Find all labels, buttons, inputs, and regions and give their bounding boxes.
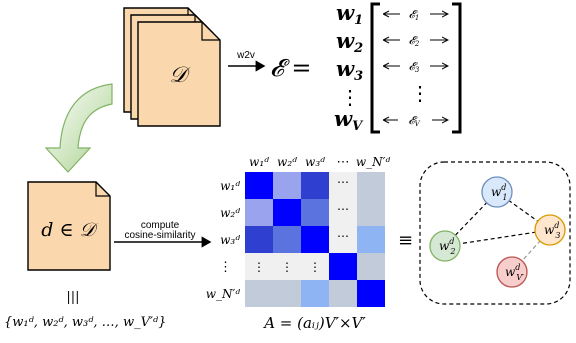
- word-labels: w1 w2 w3 ⋮ wV: [334, 0, 364, 134]
- matrix-cell: [301, 253, 329, 280]
- embedding-lhs: 𝓔 =: [270, 54, 312, 82]
- matrix-cell: [301, 172, 329, 199]
- column-labels: w₁ᵈ w₂ᵈ w₃ᵈ ⋯ w_N′ᵈ: [249, 155, 390, 170]
- matrix-cell: [273, 253, 301, 280]
- matrix-cell: [245, 226, 273, 253]
- row-labels: w₁ᵈ w₂ᵈ w₃ᵈ ⋮ w_N′ᵈ: [206, 179, 240, 301]
- matrix-cell: [301, 226, 329, 253]
- vector-row-3: 𝓔3: [384, 59, 448, 74]
- svg-text:wd3: wd 3: [544, 221, 561, 240]
- svg-text:𝓔1: 𝓔1: [409, 8, 420, 22]
- svg-text:⋮: ⋮: [309, 260, 321, 274]
- document-label: d ∈ 𝒟: [41, 219, 98, 241]
- svg-text:⋯: ⋯: [337, 229, 349, 243]
- word-vdots: ⋮: [340, 85, 360, 109]
- matrix-cell: [329, 172, 357, 199]
- vector-row-V: 𝓔V: [384, 112, 448, 128]
- row-label-2: w₂ᵈ: [220, 206, 240, 220]
- svg-text:wd1: wd 1: [491, 183, 508, 202]
- equivalence-sign: |||: [66, 290, 79, 305]
- word-wV: wV: [334, 106, 364, 134]
- row-label-dots: ⋮: [219, 260, 232, 275]
- matrix-cell: [329, 280, 357, 307]
- word-w2: w2: [336, 28, 363, 56]
- matrix-cell: [329, 253, 357, 280]
- vocab-set: {w₁ᵈ, w₂ᵈ, w₃ᵈ, …, w_V′ᵈ}: [4, 315, 166, 330]
- svg-text:𝓔V: 𝓔V: [408, 114, 420, 128]
- svg-text:wd2: wd 2: [439, 237, 456, 256]
- svg-text:⋯: ⋯: [337, 202, 349, 216]
- word-w3: w3: [336, 56, 363, 84]
- row-label-N: w_N′ᵈ: [206, 287, 240, 301]
- cosine-label: cosine-similarity: [124, 230, 195, 241]
- svg-text:𝓔2: 𝓔2: [409, 34, 420, 48]
- compute-label: compute: [141, 220, 180, 231]
- similarity-matrix: w₁ᵈ w₂ᵈ w₃ᵈ ⋯ w_N′ᵈ w₁ᵈ w₂ᵈ w₃ᵈ ⋮ w_N′ᵈ …: [206, 155, 391, 332]
- matrix-cell: [357, 280, 385, 307]
- w2v-label: w2v: [236, 50, 255, 61]
- corpus-stack: 𝒟: [123, 7, 221, 127]
- matrix-cell: [357, 253, 385, 280]
- svg-text:wdV′: wd V′: [505, 263, 524, 282]
- word-graph: wd 1 wd 3 wd 2 wd V′: [419, 161, 571, 305]
- graph-node-2: wd 2: [429, 230, 461, 262]
- svg-text:𝓔3: 𝓔3: [409, 60, 420, 74]
- col-label-1: w₁ᵈ: [249, 155, 269, 169]
- matrix-cell: [245, 280, 273, 307]
- graph-border: [419, 161, 571, 305]
- equiv-symbol: ≡: [398, 230, 413, 251]
- matrix-cell: [357, 226, 385, 253]
- row-label-1: w₁ᵈ: [220, 179, 240, 193]
- col-label-3: w₃ᵈ: [305, 155, 325, 169]
- vector-row-2: 𝓔2: [384, 33, 448, 48]
- matrix-cell: [273, 226, 301, 253]
- matrix-cell: [273, 172, 301, 199]
- matrix-cell: [245, 199, 273, 226]
- graph-node-3: wd 3: [534, 214, 566, 246]
- matrix-cell: [245, 253, 273, 280]
- svg-text:⋮: ⋮: [253, 260, 265, 274]
- col-label-2: w₂ᵈ: [277, 155, 297, 169]
- matrix-cell: [329, 199, 357, 226]
- word-w1: w1: [336, 0, 363, 28]
- embedding-matrix: 𝓔1 𝓔2 𝓔3 ⋮ 𝓔V: [370, 2, 462, 134]
- graph-node-1: wd 1: [481, 176, 513, 208]
- col-label-N: w_N′ᵈ: [356, 155, 390, 169]
- svg-text:⋮: ⋮: [281, 260, 293, 274]
- matrix-cell: [245, 172, 273, 199]
- matrix-cell: [301, 199, 329, 226]
- vector-vdots: ⋮: [410, 81, 430, 105]
- matrix-cell: [273, 280, 301, 307]
- matrix-cell: [357, 199, 385, 226]
- corpus-label: 𝒟: [169, 63, 191, 88]
- row-label-3: w₃ᵈ: [220, 233, 240, 247]
- matrix-caption: A = (aᵢⱼ)V′×V′: [262, 314, 366, 332]
- matrix-cell: [357, 172, 385, 199]
- matrix-cell: [273, 199, 301, 226]
- col-label-dots: ⋯: [337, 155, 350, 170]
- vector-row-1: 𝓔1: [384, 7, 448, 22]
- graph-node-V: wd V′: [496, 256, 528, 288]
- matrix-dots: ⋯ ⋯ ⋯ ⋮ ⋮ ⋮: [253, 175, 349, 274]
- document-d: d ∈ 𝒟: [27, 181, 111, 271]
- green-curved-arrow: [44, 83, 113, 173]
- svg-text:⋯: ⋯: [337, 175, 349, 189]
- matrix-cell: [329, 226, 357, 253]
- matrix-cell: [301, 280, 329, 307]
